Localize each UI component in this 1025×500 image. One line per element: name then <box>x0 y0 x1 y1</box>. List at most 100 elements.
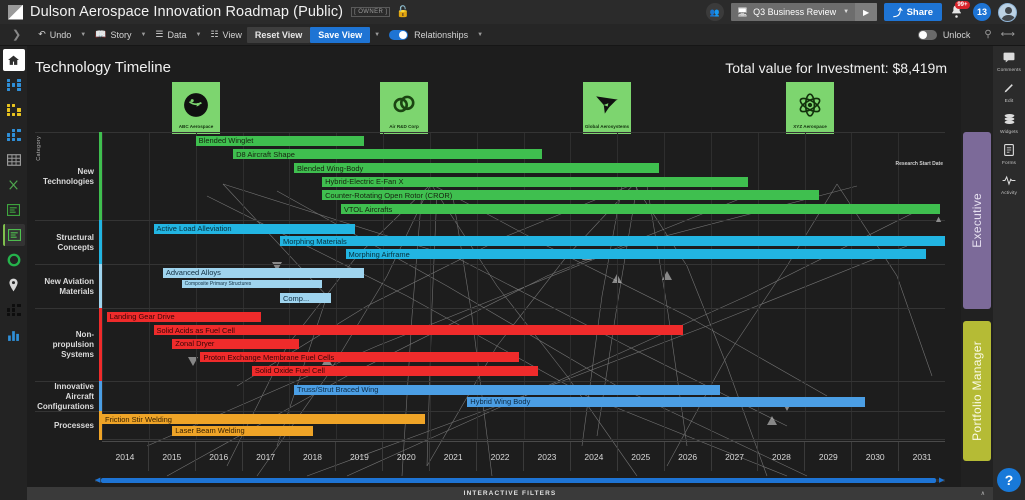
presentation-label: Q3 Business Review <box>753 7 837 17</box>
unlock-toggle[interactable]: Unlock <box>913 27 976 43</box>
grid-line <box>102 439 945 440</box>
gantt-bar[interactable]: Comp... <box>279 293 332 304</box>
share-icon: ⤴ <box>893 8 903 19</box>
gantt-bar[interactable]: Hybrid-Electric E-Fan X <box>322 176 749 187</box>
sidebar-item-table[interactable] <box>3 149 25 171</box>
notifications-bell[interactable]: 99+ <box>949 0 970 21</box>
sidebar-item-location[interactable] <box>3 274 25 296</box>
sidebar-item-dark-grid[interactable] <box>3 299 25 321</box>
expand-icon[interactable]: ⟷ <box>1000 29 1015 40</box>
story-button[interactable]: 📖 Story <box>90 27 136 43</box>
gantt-bar[interactable]: Counter-Rotating Open Rotor (CROR) <box>322 190 819 201</box>
sidebar-item-yellow-grid[interactable] <box>3 99 25 121</box>
grid-line <box>102 381 945 383</box>
gantt-bar[interactable]: Morphing Airframe <box>345 249 927 260</box>
gantt-bar[interactable]: Solid Oxide Fuel Cell <box>251 365 538 376</box>
scroll-right-arrow-icon[interactable]: ▶ <box>939 477 945 484</box>
save-view-chevron-down-icon[interactable]: ▼ <box>374 31 381 38</box>
owner-badge: [ OWNER ] <box>351 7 391 17</box>
avatar[interactable] <box>998 2 1017 22</box>
view-label: View <box>222 29 242 40</box>
scrollbar-thumb[interactable] <box>101 478 936 483</box>
sidebar-item-scissors[interactable] <box>3 174 25 196</box>
reset-view-button[interactable]: Reset View <box>246 26 311 43</box>
search-icon[interactable]: ⚲ <box>984 29 992 40</box>
grid-line <box>102 132 103 440</box>
story-chevron-down-icon[interactable]: ▼ <box>140 31 147 38</box>
gantt-bar[interactable]: Landing Gear Drive <box>106 311 262 322</box>
tab-portfolio-manager[interactable]: Portfolio Manager <box>963 321 991 461</box>
gantt-bar[interactable]: Proton Exchange Membrane Fuel Cells <box>200 352 519 363</box>
tab-portfolio-manager-label: Portfolio Manager <box>970 341 984 441</box>
help-button[interactable]: ? <box>997 468 1021 492</box>
gantt-bar[interactable]: Advanced Alloys <box>162 267 365 278</box>
sidebar-item-home[interactable] <box>2 49 25 71</box>
gantt-bar[interactable]: Zonal Dryer <box>172 338 299 349</box>
gantt-bar[interactable]: D8 Aircraft Shape <box>233 149 543 160</box>
chevron-up-icon[interactable]: ▲ <box>934 214 943 224</box>
node-label: ABC Aerospace <box>178 124 214 130</box>
widgets-icon <box>1003 113 1016 128</box>
gantt-bar[interactable]: Morphing Materials <box>279 236 945 247</box>
sidebar-item-list-selected[interactable] <box>2 224 25 246</box>
data-chevron-down-icon[interactable]: ▼ <box>195 31 202 38</box>
year-tick: 2028 <box>758 442 806 471</box>
gantt-bar[interactable]: VTOL Aircrafts <box>340 204 941 215</box>
data-button[interactable]: ☰ Data <box>150 27 191 43</box>
chevron-right-icon[interactable]: ❯ <box>12 29 22 41</box>
sidebar-item-comments[interactable]: Comments <box>993 52 1025 73</box>
chevron-up-icon[interactable]: ∧ <box>980 491 985 497</box>
unlock-red-icon[interactable]: 🔓 <box>396 5 411 18</box>
app-logo-icon <box>8 4 23 20</box>
undo-button[interactable]: ↶ Undo <box>33 27 76 43</box>
gantt-bar[interactable]: Blended Wing-Body <box>294 163 660 174</box>
sidebar-item-forms[interactable]: Forms <box>993 144 1025 166</box>
undo-chevron-down-icon[interactable]: ▼ <box>80 31 87 38</box>
play-icon[interactable]: ▶ <box>855 3 878 21</box>
gantt-bar[interactable]: Truss/Strut Braced Wing <box>294 384 721 395</box>
scroll-left-arrow-icon[interactable]: ◀ <box>95 477 101 484</box>
sidebar-item-activity[interactable]: Activity <box>993 175 1025 196</box>
gantt-bar[interactable]: Hybrid Wing Body <box>467 396 866 407</box>
save-view-button[interactable]: Save View <box>310 26 371 43</box>
share-button[interactable]: ⤴ Share <box>884 3 942 21</box>
sidebar-item-list[interactable] <box>3 199 25 221</box>
horizontal-scrollbar[interactable]: ◀ ▶ <box>95 477 945 484</box>
node-card[interactable]: XYZ Aerospace <box>786 82 834 134</box>
bottom-left-corner <box>0 487 27 500</box>
gantt-bar[interactable]: Friction Stir Welding <box>102 414 426 425</box>
relationships-chevron-down-icon[interactable]: ▼ <box>477 31 484 38</box>
node-card[interactable]: Global Aerosystems <box>583 82 631 134</box>
view-button[interactable]: ☷ View <box>205 27 246 43</box>
node-label: XYZ Aerospace <box>793 124 827 130</box>
toggle-switch[interactable] <box>389 29 409 40</box>
grid-line <box>429 132 431 440</box>
chevron-down-icon[interactable]: ▼ <box>843 9 850 15</box>
people-icon[interactable]: 👥 <box>705 3 724 21</box>
sidebar-item-circle[interactable] <box>3 249 25 271</box>
widgets-label: Widgets <box>999 130 1019 135</box>
grid-line <box>898 132 900 440</box>
gantt-bar[interactable]: Solid Acids as Fuel Cell <box>153 325 683 336</box>
gantt-bar[interactable]: Active Load Alleviation <box>153 223 355 234</box>
sidebar-item-edit[interactable]: Edit <box>993 82 1025 104</box>
presentation-selector[interactable]: 🖥 Q3 Business Review ▼ ▶ <box>730 3 878 21</box>
relationships-toggle[interactable]: Relationships <box>384 27 473 43</box>
sidebar-item-blue-grid[interactable] <box>3 74 25 96</box>
node-card[interactable]: ABC Aerospace <box>172 82 220 134</box>
count-badge[interactable]: 13 <box>973 3 991 21</box>
gantt-bar[interactable]: Blended Winglet <box>195 135 365 146</box>
interactive-filters-bar[interactable]: INTERACTIVE FILTERS ∧ <box>27 487 993 500</box>
share-label: Share <box>906 6 933 18</box>
node-card[interactable]: Air R&D Corp <box>380 82 428 134</box>
sidebar-item-bar-chart[interactable] <box>3 324 25 346</box>
sidebar-item-widgets[interactable]: Widgets <box>993 113 1025 135</box>
list-green-selected-icon <box>8 229 21 241</box>
grid-line <box>102 410 945 412</box>
gantt-bar[interactable]: Laser Beam Welding <box>172 425 313 436</box>
unlock-toggle-switch[interactable] <box>917 29 937 40</box>
tab-executive[interactable]: Executive <box>963 132 991 309</box>
toolbar-right-actions: Unlock ⚲ ⟷ <box>913 27 1019 43</box>
sidebar-item-teal-grid[interactable] <box>3 124 25 146</box>
gantt-bar[interactable]: Composite Primary Structures <box>181 280 323 289</box>
